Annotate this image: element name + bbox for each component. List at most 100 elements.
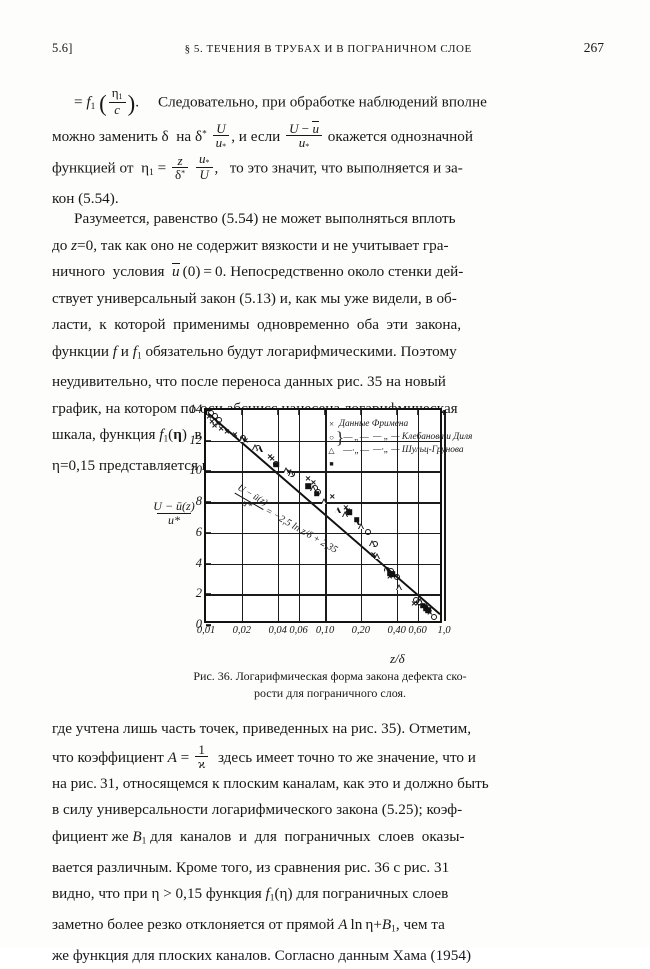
x-tick-mark xyxy=(443,410,445,415)
data-point-cross: × xyxy=(211,420,218,432)
plot-area: U − ū(z) u* = −2,5 ln z/δ + 2,35 } × Дан… xyxy=(190,402,473,636)
x-tick-mark xyxy=(276,410,279,415)
data-point-triangle xyxy=(369,539,376,546)
y-tick-label: 0 xyxy=(195,617,202,632)
data-point-square xyxy=(353,517,360,523)
circle-marker-icon: ○ xyxy=(329,433,334,443)
y-tick-mark xyxy=(206,532,211,534)
text-line: где учтена лишь часть точек, приведенных… xyxy=(52,720,472,737)
data-point-triangle xyxy=(256,446,263,453)
legend-label: Данные Фримена xyxy=(339,419,409,429)
y-tick-mark xyxy=(206,409,211,411)
data-point-triangle xyxy=(320,498,327,505)
figure-36: U − ū(z) u* z/δ U − ū(z) u* = −2,5 ln z/… xyxy=(52,396,604,706)
x-tick-label: 0,04 xyxy=(268,625,287,636)
text-line: ничного условия u (0) = 0. Непосредствен… xyxy=(52,263,464,280)
legend-dash-2: —·„ — xyxy=(343,445,369,456)
data-point-square xyxy=(425,607,432,614)
data-point-square xyxy=(419,603,426,609)
y-tick-mark xyxy=(206,501,211,503)
x-tick-mark xyxy=(416,410,419,415)
text-line: ствует универсальный закон (5.13) и, как… xyxy=(52,289,457,307)
x-tick-label: 0,40 xyxy=(387,625,406,636)
data-point-cross: × xyxy=(215,418,221,430)
x-axis-label: z/δ xyxy=(390,651,405,666)
text-line: = f1 (η1 c). Следовательно, при обработке… xyxy=(74,85,491,117)
text-line: неудивительно, что после переноса данных… xyxy=(52,373,446,391)
gridline-vertical xyxy=(325,410,327,621)
x-tick-mark xyxy=(297,410,300,415)
x-tick-mark xyxy=(205,410,207,415)
gridline-vertical xyxy=(298,410,301,621)
data-point-cross: × xyxy=(269,453,275,465)
data-point-square xyxy=(313,490,320,497)
caption-line-1: Рис. 36. Логарифмическая форма закона де… xyxy=(193,669,467,683)
data-point-cross: × xyxy=(206,411,212,423)
chart-legend: } × Данные Фримена ○ — „ — — „ — Клебано… xyxy=(324,418,472,471)
y-tick-mark xyxy=(206,470,211,473)
x-tick-label: 0,20 xyxy=(351,625,370,636)
x-tick-mark xyxy=(241,410,243,415)
x-tick-mark xyxy=(360,410,362,415)
data-point-triangle xyxy=(417,598,424,605)
y-tick-label: 6 xyxy=(195,525,202,540)
data-point-square xyxy=(422,605,429,611)
cross-marker-icon: × xyxy=(328,419,335,429)
y-tick-label: 2 xyxy=(195,586,202,601)
text-line: ласти, к которой применимы одновременно … xyxy=(52,316,462,333)
legend-item-1: ○ — „ — — „ — Клебанова и Диля xyxy=(324,431,472,444)
data-point-triangle xyxy=(288,469,295,477)
paragraph-1: = f1 (η1 c). Следовательно, при обработке… xyxy=(52,86,604,213)
y-tick-label: 12 xyxy=(189,432,203,447)
text-line: функцией от η1 = z δ* u* U, то это значит,… xyxy=(52,150,467,183)
x-tick-mark xyxy=(395,410,398,415)
text-line: Разумеется, равенство (5.54) не может вы… xyxy=(74,210,456,227)
gridline-horizontal xyxy=(206,471,440,473)
data-point-cross: × xyxy=(310,477,317,489)
y-axis-label-numerator: U − ū(z) xyxy=(153,499,195,513)
data-point-circle xyxy=(394,574,401,581)
gridline-horizontal xyxy=(206,440,440,443)
data-point-square xyxy=(346,509,353,515)
data-point-square xyxy=(305,483,311,489)
data-point-circle xyxy=(365,529,372,536)
legend-dash-1: — „ — xyxy=(343,432,369,443)
data-point-cross: × xyxy=(386,571,393,583)
chart: U − ū(z) u* z/δ U − ū(z) u* = −2,5 ln z/… xyxy=(152,396,473,666)
y-tick-label: 8 xyxy=(195,494,202,509)
x-tick-label: 0,06 xyxy=(289,625,308,636)
legend-item-0: × Данные Фримена xyxy=(324,418,472,431)
data-point-triangle xyxy=(309,485,316,492)
data-point-triangle xyxy=(374,552,381,559)
gridline-vertical xyxy=(360,410,363,621)
text-line: на рис. 31, относящемся к плоским канала… xyxy=(52,774,489,792)
y-axis-label: U − ū(z) u* xyxy=(146,499,202,527)
gridline-vertical xyxy=(396,410,399,621)
text-line: в силу универсальности логарифмического … xyxy=(52,801,463,819)
data-point-circle xyxy=(212,413,219,420)
page-number: 267 xyxy=(583,40,604,55)
text-line: до z=0, так как оно не содержит вязкости… xyxy=(52,236,449,254)
y-axis-label-denominator: u* xyxy=(157,513,191,527)
text-line: заметно более резко отклоняется от прямо… xyxy=(52,916,445,935)
y-tick-mark xyxy=(206,439,211,442)
scanned-book-page: 5.6] § 5. ТЕЧЕНИЯ В ТРУБАХ И В ПОГРАНИЧН… xyxy=(52,40,604,964)
legend-brace: } xyxy=(336,428,345,447)
text-line: же функция для плоских каналов. Согласно… xyxy=(52,946,472,964)
data-point-square xyxy=(273,461,280,468)
text-line: кон (5.54). xyxy=(52,190,119,208)
y-tick-mark xyxy=(206,624,211,626)
text-line: функции f и f1 обязательно будут логариф… xyxy=(52,342,457,361)
y-tick-label: 4 xyxy=(195,555,202,570)
data-point-circle xyxy=(431,613,438,620)
legend-label: — „ — Клебанова и Диля xyxy=(373,432,473,443)
triangle-marker-icon: △ xyxy=(328,446,335,456)
data-point-cross: × xyxy=(305,473,311,485)
data-point-triangle xyxy=(357,522,364,530)
text-line: вается различным. Кроме того, из сравнен… xyxy=(52,858,450,876)
data-point-circle xyxy=(215,416,222,423)
text-line: фициент же B1 для каналов и для погранич… xyxy=(52,827,465,847)
data-point-triangle xyxy=(334,506,341,513)
data-point-triangle xyxy=(342,510,349,517)
